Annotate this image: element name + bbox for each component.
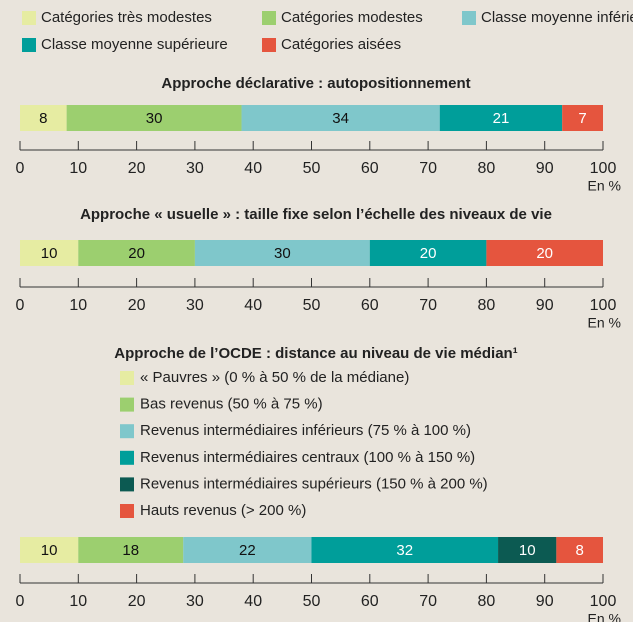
value-label: 10: [519, 542, 536, 559]
bar-segment: [194, 240, 370, 266]
legend-label: Hauts revenus (> 200 %): [140, 502, 306, 519]
value-label: 22: [239, 542, 256, 559]
x-axis-label: En %: [588, 611, 621, 622]
bar-segment: [562, 105, 603, 131]
legend-label: Catégories très modestes: [41, 9, 212, 26]
value-label: 30: [274, 245, 291, 262]
legend-swatch: [462, 11, 476, 25]
x-tick-label: 90: [536, 160, 554, 177]
x-tick-label: 0: [16, 297, 25, 314]
bar-segment: [311, 537, 499, 563]
value-label: 20: [536, 245, 553, 262]
bar-segment: [486, 240, 603, 266]
legend-label: Revenus intermédiaires centraux (100 % à…: [140, 449, 475, 466]
legend-label: Catégories aisées: [281, 36, 401, 53]
x-tick-label: 70: [419, 160, 437, 177]
x-axis-label: En %: [588, 178, 621, 194]
x-tick-label: 30: [186, 160, 204, 177]
x-tick-label: 100: [590, 160, 617, 177]
x-tick-label: 70: [419, 593, 437, 610]
bar-segment: [439, 105, 563, 131]
legend-label: Bas revenus (50 % à 75 %): [140, 396, 323, 413]
legend-swatch: [262, 11, 276, 25]
x-tick-label: 40: [244, 593, 262, 610]
value-label: 8: [576, 542, 584, 559]
legend-swatch: [120, 477, 134, 492]
x-tick-label: 90: [536, 297, 554, 314]
bar-segment: [78, 537, 184, 563]
value-label: 21: [493, 110, 510, 127]
legend-swatch: [22, 11, 36, 25]
x-tick-label: 90: [536, 593, 554, 610]
bar-segment: [556, 537, 603, 563]
legend-swatch: [22, 38, 36, 52]
x-tick-label: 80: [478, 593, 496, 610]
x-tick-label: 0: [16, 593, 25, 610]
x-tick-label: 60: [361, 593, 379, 610]
x-tick-label: 80: [478, 160, 496, 177]
bar-segment: [78, 240, 195, 266]
bar-segment: [369, 240, 487, 266]
x-tick-label: 100: [590, 593, 617, 610]
value-label: 20: [420, 245, 437, 262]
value-label: 10: [41, 245, 58, 262]
chart-title: Approche « usuelle » : taille fixe selon…: [80, 206, 552, 223]
x-tick-label: 40: [244, 297, 262, 314]
x-tick-label: 10: [69, 160, 87, 177]
bar-segment: [183, 537, 312, 563]
legend-label: Classe moyenne inférieure: [481, 9, 633, 26]
x-axis-label: En %: [588, 315, 621, 331]
x-tick-label: 20: [128, 297, 146, 314]
legend-swatch: [120, 371, 134, 385]
x-tick-label: 30: [186, 297, 204, 314]
chart-title: Approche déclarative : autopositionnemen…: [161, 75, 470, 92]
value-label: 34: [332, 110, 349, 127]
x-tick-label: 50: [303, 297, 321, 314]
value-label: 32: [396, 542, 413, 559]
legend-label: Revenus intermédiaires inférieurs (75 % …: [140, 422, 471, 439]
x-tick-label: 10: [69, 593, 87, 610]
value-label: 8: [39, 110, 47, 127]
x-tick-label: 40: [244, 160, 262, 177]
legend-label: Revenus intermédiaires supérieurs (150 %…: [140, 475, 488, 492]
value-label: 7: [578, 110, 586, 127]
bar-segment: [20, 537, 79, 563]
value-label: 18: [122, 542, 139, 559]
x-tick-label: 10: [69, 297, 87, 314]
legend-swatch: [262, 38, 276, 52]
value-label: 10: [41, 542, 58, 559]
legend-label: Catégories modestes: [281, 9, 423, 26]
bar-segment: [498, 537, 557, 563]
x-tick-label: 60: [361, 297, 379, 314]
x-tick-label: 50: [303, 160, 321, 177]
x-tick-label: 0: [16, 160, 25, 177]
value-label: 30: [146, 110, 163, 127]
legend-swatch: [120, 450, 134, 465]
bar-segment: [20, 105, 67, 131]
legend-swatch: [120, 504, 134, 518]
x-tick-label: 80: [478, 297, 496, 314]
x-tick-label: 20: [128, 593, 146, 610]
bar-segment: [66, 105, 242, 131]
x-tick-label: 50: [303, 593, 321, 610]
value-label: 20: [128, 245, 145, 262]
x-tick-label: 70: [419, 297, 437, 314]
bar-segment: [20, 240, 79, 266]
legend-label: Classe moyenne supérieure: [41, 36, 228, 53]
x-tick-label: 20: [128, 160, 146, 177]
chart-title: Approche de l’OCDE : distance au niveau …: [114, 345, 517, 362]
legend-swatch: [120, 397, 134, 412]
legend-swatch: [120, 424, 134, 439]
legend-label: « Pauvres » (0 % à 50 % de la médiane): [140, 369, 409, 386]
x-tick-label: 100: [590, 297, 617, 314]
x-tick-label: 60: [361, 160, 379, 177]
bar-segment: [241, 105, 440, 131]
x-tick-label: 30: [186, 593, 204, 610]
